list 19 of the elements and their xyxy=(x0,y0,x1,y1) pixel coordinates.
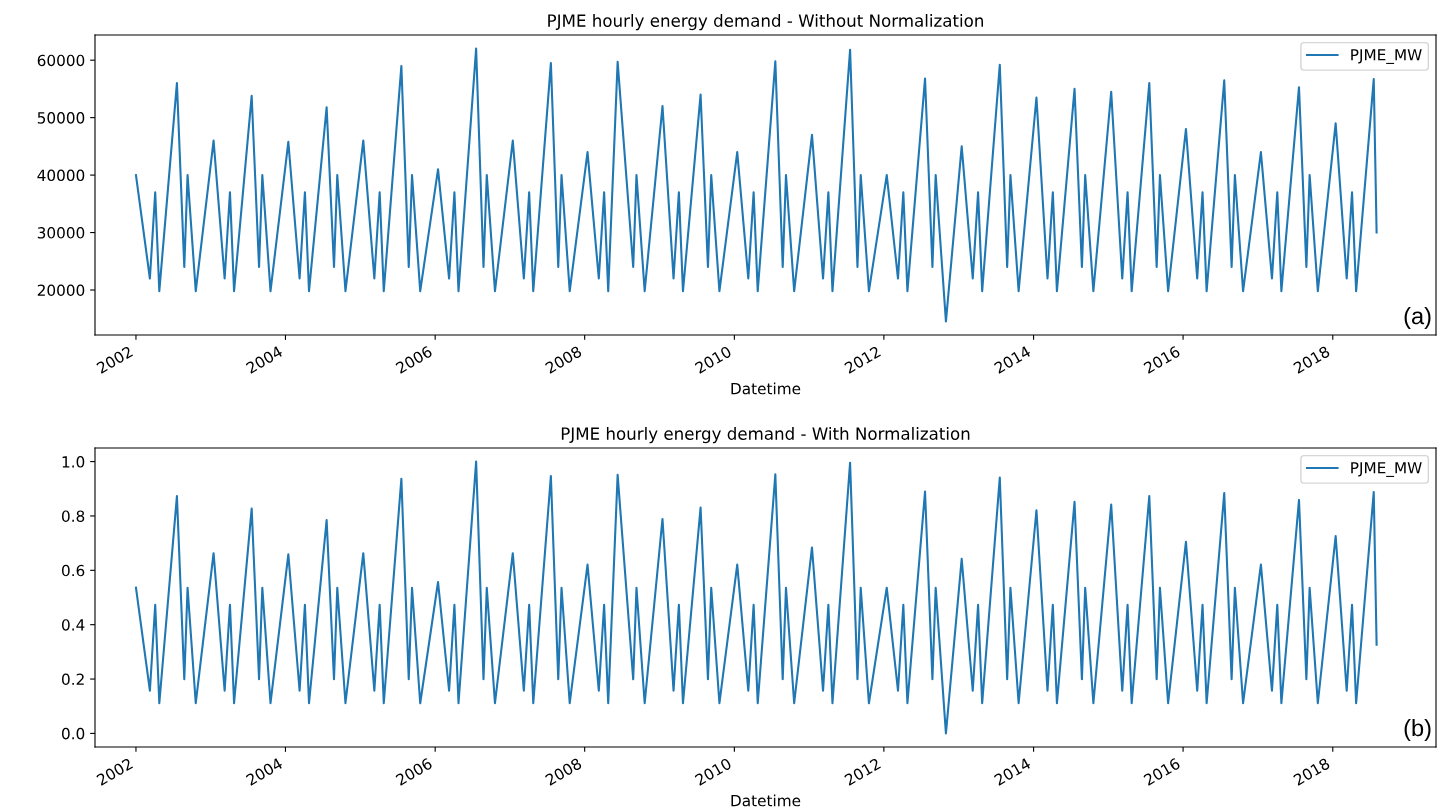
y-tick-label: 0.4 xyxy=(61,619,85,631)
chart-title: PJME hourly energy demand - With Normalization xyxy=(561,427,970,444)
y-tick-label: 0.8 xyxy=(61,510,85,522)
y-tick-label: 1.0 xyxy=(62,456,85,468)
chart-title: PJME hourly energy demand - Without Normalization xyxy=(548,14,983,31)
y-tick-label: 60000 xyxy=(37,54,85,67)
y-tick-label: 40000 xyxy=(37,169,85,182)
y-tick-label: 0.6 xyxy=(61,564,85,577)
y-tick-label: 30000 xyxy=(37,227,85,239)
y-tick-label: 0.0 xyxy=(61,727,85,740)
y-tick-label: 50000 xyxy=(37,112,85,124)
legend-label: PJME_MW xyxy=(1351,49,1422,64)
legend-label: PJME_MW xyxy=(1351,462,1422,477)
y-tick-label: 0.2 xyxy=(61,673,84,686)
annotation: (a) xyxy=(1404,306,1431,329)
x-axis-title: Datetime xyxy=(731,794,801,807)
y-tick-label: 20000 xyxy=(37,284,85,297)
x-axis-title: Datetime xyxy=(731,382,801,395)
annotation: (b) xyxy=(1404,719,1431,742)
